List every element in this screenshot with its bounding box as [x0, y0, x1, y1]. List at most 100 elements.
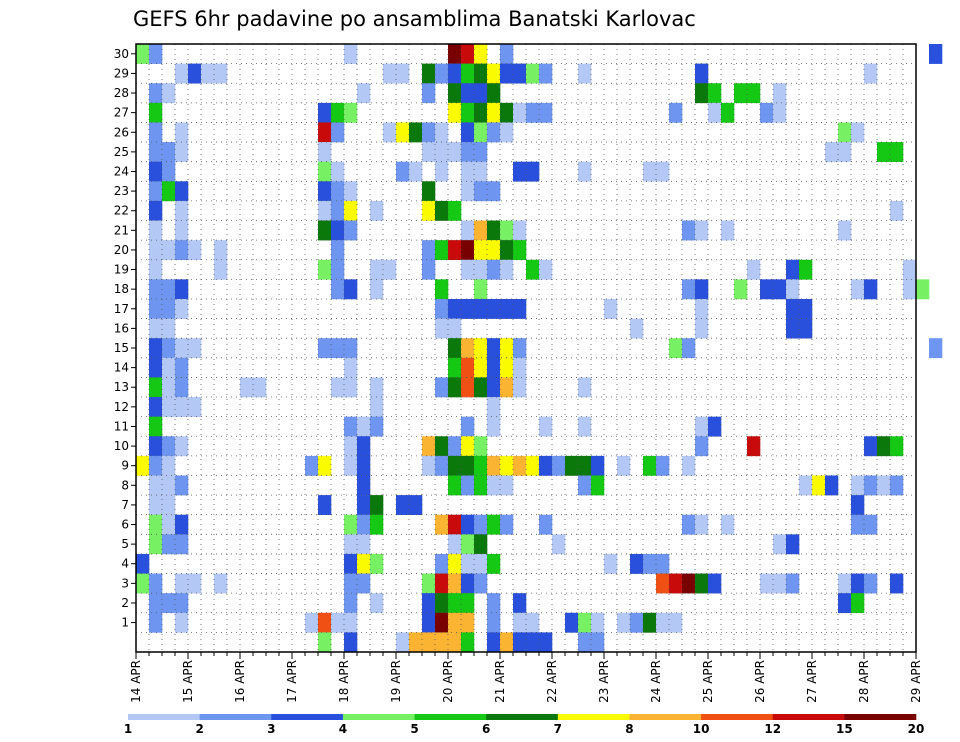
heatmap-cell: [474, 298, 488, 319]
heatmap-cell: [448, 553, 462, 574]
heatmap-cell: [539, 632, 553, 653]
heatmap-cell: [435, 455, 449, 476]
heatmap-cell: [370, 514, 384, 535]
heatmap-cell: [786, 259, 800, 280]
heatmap-cell: [500, 357, 514, 378]
heatmap-cell: [149, 357, 163, 378]
heatmap-cell: [435, 63, 449, 84]
heatmap-cell: [318, 455, 332, 476]
heatmap-cell: [682, 338, 696, 359]
heatmap-cell: [435, 122, 449, 143]
heatmap-cell: [526, 63, 540, 84]
heatmap-cell: [435, 612, 449, 633]
heatmap-cell: [162, 397, 176, 417]
heatmap-cell: [162, 142, 176, 162]
heatmap-cell: [188, 573, 202, 594]
y-tick-label: 13: [114, 380, 129, 394]
heatmap-cell: [461, 455, 475, 476]
legend-swatch: [271, 714, 344, 720]
heatmap-cell: [682, 514, 696, 535]
legend-label: 7: [554, 722, 562, 736]
heatmap-cell: [448, 240, 462, 261]
heatmap-cell: [448, 102, 462, 123]
heatmap-cell: [487, 377, 501, 398]
heatmap-cell: [331, 102, 345, 123]
heatmap-cell: [656, 455, 670, 476]
heatmap-cell: [890, 573, 904, 594]
y-tick-label: 20: [114, 243, 129, 257]
heatmap-cell: [474, 102, 488, 123]
heatmap-cell: [383, 63, 397, 84]
heatmap-cell: [344, 377, 358, 398]
heatmap-cell: [422, 573, 436, 594]
heatmap-cell: [929, 44, 943, 64]
heatmap-cell: [370, 259, 384, 280]
heatmap-cell: [526, 102, 540, 123]
heatmap-cell: [370, 416, 384, 437]
heatmap-cell: [357, 495, 371, 516]
y-tick-label: 25: [114, 145, 129, 159]
heatmap-cell: [604, 298, 618, 319]
heatmap-cell: [331, 181, 345, 202]
heatmap-cell: [149, 220, 163, 241]
heatmap-cell: [539, 102, 553, 123]
y-tick-label: 1: [121, 616, 129, 630]
heatmap-cell: [474, 475, 488, 496]
heatmap-cell: [162, 593, 176, 614]
legend-label: 10: [693, 722, 710, 736]
heatmap-cell: [474, 122, 488, 143]
heatmap-cell: [474, 338, 488, 359]
heatmap-cell: [344, 573, 358, 594]
heatmap-cell: [474, 142, 488, 162]
heatmap-cell: [578, 612, 592, 633]
heatmap-cell: [500, 632, 514, 653]
heatmap-cell: [708, 83, 722, 104]
legend-label: 4: [339, 722, 347, 736]
heatmap-cell: [149, 44, 163, 64]
heatmap-cell: [409, 161, 423, 182]
heatmap-cell: [201, 63, 215, 84]
heatmap-cell: [539, 63, 553, 84]
heatmap-cell: [435, 573, 449, 594]
heatmap-cell: [344, 436, 358, 457]
heatmap-cell: [630, 612, 644, 633]
heatmap-cell: [734, 279, 748, 300]
heatmap-cell: [773, 102, 787, 123]
heatmap-cell: [591, 455, 605, 476]
heatmap-cell: [435, 632, 449, 653]
heatmap-cell: [487, 259, 501, 280]
heatmap-cell: [136, 455, 150, 476]
heatmap-cell: [370, 397, 384, 417]
heatmap-cell: [461, 142, 475, 162]
heatmap-cell: [500, 377, 514, 398]
heatmap-cell: [474, 240, 488, 261]
heatmap-cell: [864, 436, 878, 457]
heatmap-cell: [318, 122, 332, 143]
y-tick-label: 4: [121, 557, 129, 571]
heatmap-cell: [370, 377, 384, 398]
heatmap-cell: [708, 416, 722, 437]
heatmap-cell: [513, 220, 527, 241]
heatmap-cell: [162, 181, 176, 202]
heatmap-cell: [604, 553, 618, 574]
heatmap-cell: [175, 475, 189, 496]
heatmap-cell: [149, 259, 163, 280]
heatmap-cell: [162, 377, 176, 398]
x-tick-label: 14 APR: [129, 660, 143, 703]
heatmap-cell: [435, 377, 449, 398]
heatmap-cell: [136, 553, 150, 574]
heatmap-cell: [903, 259, 917, 280]
heatmap-cell: [773, 279, 787, 300]
heatmap-cell: [474, 377, 488, 398]
heatmap-cell: [617, 455, 631, 476]
heatmap-cell: [630, 318, 644, 339]
heatmap-cell: [331, 612, 345, 633]
heatmap-cell: [422, 63, 436, 84]
heatmap-cell: [162, 279, 176, 300]
heatmap-cell: [149, 612, 163, 633]
y-tick-label: 8: [121, 478, 129, 492]
heatmap-cell: [448, 298, 462, 319]
legend-label: 2: [195, 722, 203, 736]
heatmap-cell: [864, 514, 878, 535]
heatmap-cell: [461, 122, 475, 143]
